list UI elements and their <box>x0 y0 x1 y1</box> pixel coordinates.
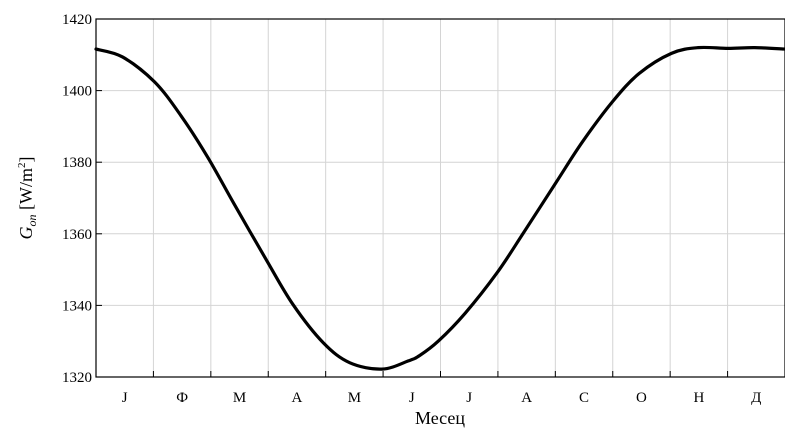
y-tick-label: 1340 <box>62 298 92 314</box>
month-label: Д <box>751 390 761 406</box>
x-axis-label: Месец <box>415 408 465 428</box>
series-line <box>94 45 785 371</box>
y-axis-label-superscript: 2 <box>16 163 28 169</box>
month-label: A <box>521 390 532 406</box>
month-label: M <box>348 390 361 406</box>
y-tick-label: 1360 <box>62 227 92 243</box>
plot-frame <box>95 18 785 378</box>
grid <box>96 19 785 377</box>
y-axis-label: Gon [W/m2] <box>16 157 39 240</box>
month-label: J <box>409 390 415 406</box>
month-label: O <box>636 390 647 406</box>
month-label: J <box>122 390 128 406</box>
month-label: Ф <box>176 390 188 406</box>
y-tick-labels: 1320 1340 1360 1380 1400 1420 <box>62 12 92 386</box>
y-axis-label-unit: [W/m <box>16 168 36 215</box>
y-tick-label: 1320 <box>62 370 92 386</box>
y-axis-label-subscript: on <box>25 215 39 227</box>
y-tick-label: 1380 <box>62 155 92 171</box>
month-label: A <box>292 390 303 406</box>
y-tick-label: 1400 <box>62 84 92 100</box>
y-tick-label: 1420 <box>62 12 92 28</box>
month-label: C <box>579 390 589 406</box>
y-axis-label-base: G <box>16 227 36 240</box>
y-axis-label-close: ] <box>16 157 36 163</box>
month-label: Н <box>693 390 704 406</box>
ticks <box>96 18 729 378</box>
month-label: M <box>233 390 246 406</box>
month-label: J <box>466 390 472 406</box>
